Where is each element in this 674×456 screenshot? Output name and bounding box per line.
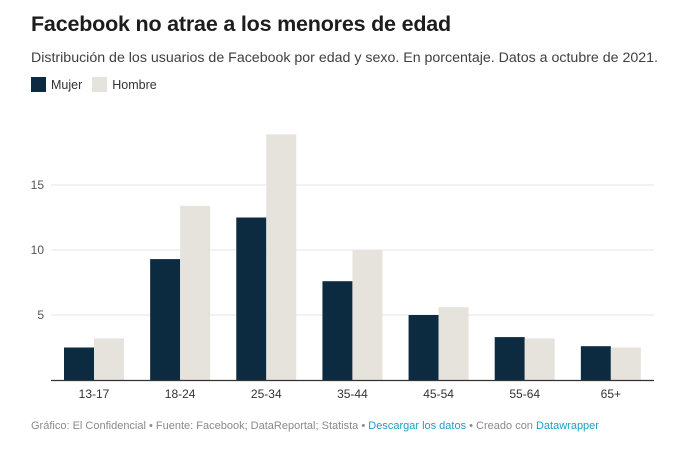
bar-hombre-25-34 xyxy=(266,134,297,380)
bar-mujer-25-34 xyxy=(236,217,267,380)
x-tick-label-13-17: 13-17 xyxy=(79,387,110,401)
bar-mujer-18-24 xyxy=(150,259,181,380)
legend-swatch-mujer xyxy=(31,77,46,92)
bar-hombre-65+ xyxy=(610,347,641,380)
x-tick-label-18-24: 18-24 xyxy=(165,387,196,401)
x-tick-label-25-34: 25-34 xyxy=(251,387,282,401)
bar-mujer-55-64 xyxy=(494,337,525,380)
bar-mujer-65+ xyxy=(580,346,611,380)
y-tick-label-15: 15 xyxy=(31,178,45,192)
legend: Mujer Hombre xyxy=(31,77,167,92)
y-tick-label-5: 5 xyxy=(37,308,44,322)
y-tick-label-10: 10 xyxy=(31,243,45,257)
datawrapper-link[interactable]: Datawrapper xyxy=(535,420,599,432)
bar-mujer-35-44 xyxy=(322,281,353,380)
footer: Gráfico: El Confidencial • Fuente: Faceb… xyxy=(31,420,599,432)
chart-title: Facebook no atrae a los menores de edad xyxy=(31,12,451,36)
bar-hombre-18-24 xyxy=(180,205,211,380)
bar-hombre-13-17 xyxy=(94,338,124,380)
x-tick-label-45-54: 45-54 xyxy=(423,387,454,401)
x-tick-label-55-64: 55-64 xyxy=(509,387,540,401)
download-data-link[interactable]: Descargar los datos xyxy=(368,420,467,432)
bar-mujer-13-17 xyxy=(64,347,94,380)
chart-subtitle: Distribución de los usuarios de Facebook… xyxy=(31,50,658,66)
footer-created-sep: • Creado con xyxy=(466,420,536,432)
bar-hombre-35-44 xyxy=(352,250,383,380)
legend-label-hombre: Hombre xyxy=(112,77,157,92)
x-tick-label-65+: 65+ xyxy=(601,387,621,401)
bar-hombre-55-64 xyxy=(524,338,555,380)
bar-mujer-45-54 xyxy=(408,315,439,380)
x-tick-label-35-44: 35-44 xyxy=(337,387,368,401)
legend-label-mujer: Mujer xyxy=(51,77,83,92)
legend-swatch-hombre xyxy=(92,77,108,92)
bar-hombre-45-54 xyxy=(438,307,469,380)
legend-item-mujer: Mujer xyxy=(31,77,82,92)
legend-item-hombre: Hombre xyxy=(92,77,157,92)
footer-credit: Gráfico: El Confidencial • Fuente: Faceb… xyxy=(31,420,369,432)
